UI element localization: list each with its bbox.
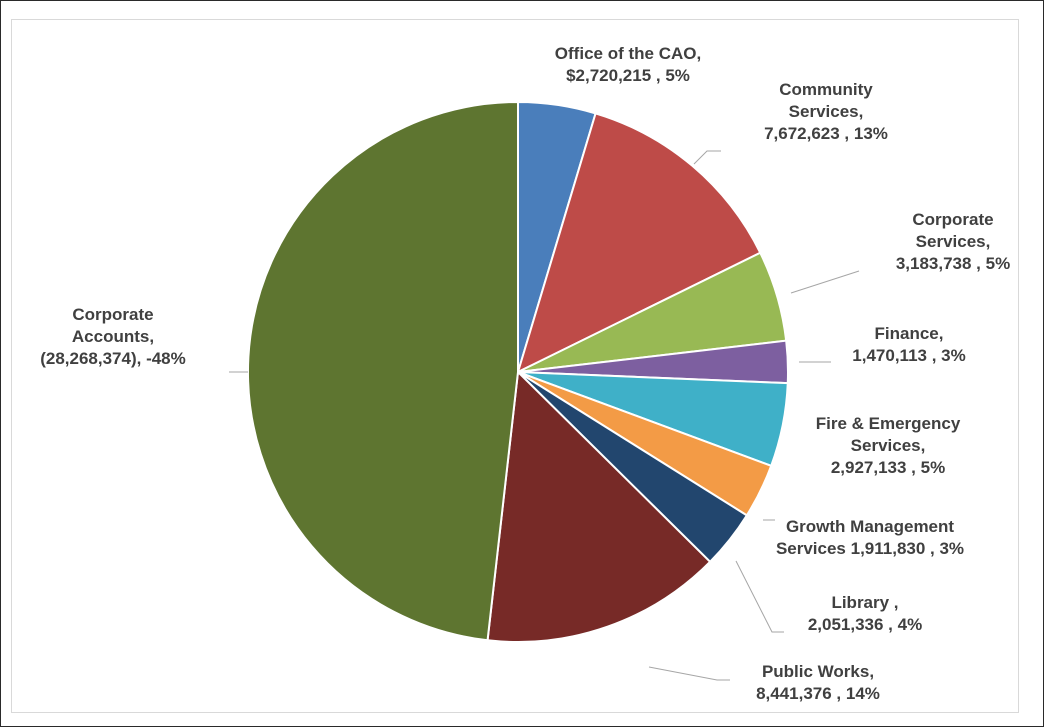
data-label-line: Services, — [789, 102, 864, 121]
data-label: Growth Management Services 1,911,830 , 3% — [776, 517, 964, 558]
data-label-line: $2,720,215 , 5% — [566, 66, 690, 85]
data-label-line: 2,927,133 , 5% — [831, 458, 945, 477]
leader-lines-layer — [229, 150, 860, 681]
leader-line — [648, 666, 730, 681]
data-label-line: Services 1,911,830 , 3% — [776, 539, 964, 558]
leader-line — [790, 270, 860, 294]
data-label-line: Office of the CAO, — [555, 44, 701, 63]
data-labels-layer: Office of the CAO, $2,720,215 , 5% Communi… — [40, 44, 1010, 703]
leader-line — [735, 560, 784, 633]
data-label-line: Growth Management — [786, 517, 954, 536]
pie-slice-public-works — [486, 369, 712, 643]
data-label: Corporate Services, 3,183,738 , 5% — [896, 210, 1010, 273]
data-label: Community Services, 7,672,623 , 13% — [764, 80, 888, 143]
pie-slice-corporate-accounts — [246, 100, 519, 642]
data-label: Library , 2,051,336 , 4% — [808, 593, 922, 634]
data-label-line: Services, — [851, 436, 926, 455]
data-label-line: Accounts, — [72, 327, 154, 346]
data-label-line: 1,470,113 , 3% — [852, 346, 965, 365]
data-label: Corporate Accounts, (28,268,374), -48% — [40, 305, 186, 368]
data-label-line: Public Works, — [762, 662, 874, 681]
pie-slice-community-services — [516, 112, 762, 374]
data-label-line: Finance, — [875, 324, 944, 343]
slices-layer — [246, 100, 789, 643]
data-label: Office of the CAO, $2,720,215 , 5% — [555, 44, 701, 85]
data-label-line: Community — [779, 80, 873, 99]
data-label-line: Library , — [831, 593, 898, 612]
data-label-line: Services, — [916, 232, 991, 251]
leader-line — [693, 150, 721, 165]
data-label-line: Fire & Emergency — [816, 414, 961, 433]
data-label: Public Works, 8,441,376 , 14% — [756, 662, 880, 703]
data-label-line: (28,268,374), -48% — [40, 349, 186, 368]
data-label-line: Corporate — [912, 210, 993, 229]
data-label-line: 7,672,623 , 13% — [764, 124, 888, 143]
data-label-line: 2,051,336 , 4% — [808, 615, 922, 634]
data-label-line: Corporate — [72, 305, 153, 324]
data-label: Finance, 1,470,113 , 3% — [852, 324, 965, 365]
data-label-line: 8,441,376 , 14% — [756, 684, 880, 703]
data-label: Fire & Emergency Services, 2,927,133 , 5% — [816, 414, 961, 477]
data-label-line: 3,183,738 , 5% — [896, 254, 1010, 273]
